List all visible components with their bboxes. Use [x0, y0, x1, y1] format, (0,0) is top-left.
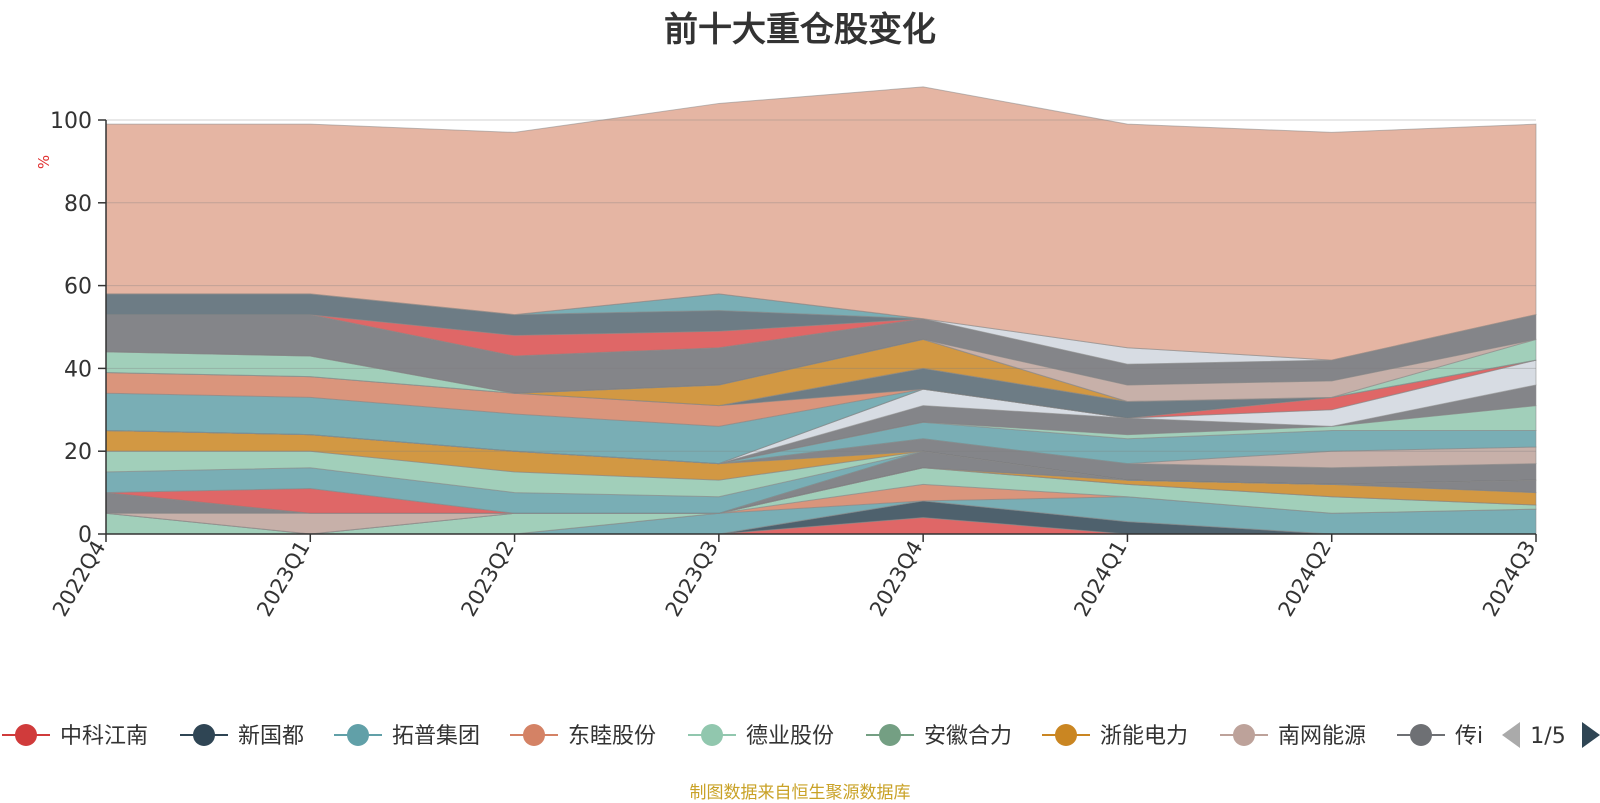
legend-label: 东睦股份	[568, 724, 656, 749]
y-tick-label: 80	[64, 192, 92, 217]
y-tick-label: 60	[64, 275, 92, 300]
x-tick-label: 2024Q3	[1478, 537, 1540, 621]
x-tick-label: 2023Q4	[865, 537, 927, 621]
legend-page-indicator: 1/5	[1530, 724, 1565, 749]
x-tick-label: 2023Q2	[456, 537, 518, 621]
legend-item[interactable]: 东睦股份	[510, 724, 656, 749]
legend-label: 中科江南	[60, 724, 148, 749]
y-tick-label: 20	[64, 440, 92, 465]
y-tick-label: 40	[64, 357, 92, 382]
legend-item[interactable]: 德业股份	[688, 724, 834, 749]
legend-marker	[523, 724, 545, 746]
legend-marker	[1055, 724, 1077, 746]
x-tick-label: 2024Q1	[1069, 537, 1131, 621]
legend-item[interactable]: 安徽合力	[866, 724, 1012, 749]
legend-mask	[1483, 712, 1600, 762]
x-tick-label: 2023Q3	[661, 537, 723, 621]
legend-item[interactable]: 中科江南	[2, 724, 148, 749]
legend-label: 新国都	[238, 724, 304, 749]
legend-item[interactable]: 新国都	[180, 724, 304, 749]
x-tick-label: 2024Q2	[1274, 537, 1336, 621]
source-note: 制图数据来自恒生聚源数据库	[689, 783, 911, 803]
legend-label: 拓普集团	[392, 724, 480, 749]
legend-marker	[1233, 724, 1255, 746]
legend-item[interactable]: 传i	[1397, 724, 1483, 749]
legend-marker	[879, 724, 901, 746]
legend-item[interactable]: 拓普集团	[334, 724, 480, 749]
y-tick-label: 0	[78, 523, 92, 548]
area-layers	[105, 86, 1537, 535]
legend-label: 南网能源	[1278, 724, 1366, 749]
y-axis-label: %	[35, 155, 53, 169]
legend-marker	[701, 724, 723, 746]
legend-item[interactable]: 南网能源	[1220, 724, 1366, 749]
y-tick-label: 100	[50, 109, 92, 134]
legend-label: 传i	[1455, 724, 1483, 749]
legend-marker	[15, 724, 37, 746]
legend: 中科江南 新国都 拓普集团 东睦股份 德业股份 安徽合力 浙能电力 南网能源 传i 1/5	[2, 712, 1600, 762]
legend-marker	[193, 724, 215, 746]
chart-title: 前十大重仓股变化	[664, 10, 936, 50]
legend-label: 德业股份	[746, 724, 834, 749]
x-tick-label: 2023Q1	[252, 537, 314, 621]
legend-item[interactable]: 浙能电力	[1042, 724, 1188, 749]
x-tick-label: 2022Q4	[48, 537, 110, 621]
legend-label: 安徽合力	[924, 724, 1012, 749]
legend-label: 浙能电力	[1100, 724, 1188, 749]
legend-marker	[1410, 724, 1432, 746]
area-series-33	[105, 86, 1537, 361]
gridlines	[106, 119, 1536, 452]
legend-marker	[347, 724, 369, 746]
legend-prev-icon[interactable]	[1502, 722, 1520, 748]
legend-next-icon[interactable]	[1582, 722, 1600, 748]
